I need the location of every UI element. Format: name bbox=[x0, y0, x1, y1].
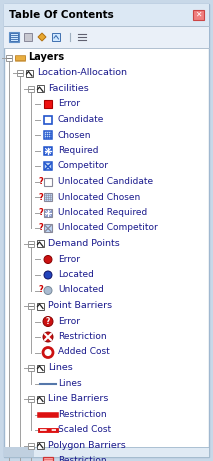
Bar bbox=[26, 70, 33, 77]
Text: Lines: Lines bbox=[58, 378, 82, 388]
Bar bbox=[52, 33, 60, 41]
Text: Lines: Lines bbox=[48, 363, 73, 372]
Circle shape bbox=[43, 317, 53, 326]
Bar bbox=[36, 442, 43, 449]
Bar bbox=[15, 56, 25, 61]
Text: ?: ? bbox=[38, 193, 43, 201]
Bar bbox=[17, 71, 23, 77]
Text: Competitor: Competitor bbox=[58, 161, 109, 171]
Bar bbox=[4, 26, 209, 48]
Bar bbox=[44, 209, 52, 217]
Text: Restriction: Restriction bbox=[58, 456, 107, 461]
Bar bbox=[44, 116, 52, 124]
Text: Unlocated Candidate: Unlocated Candidate bbox=[58, 177, 153, 186]
Text: ?: ? bbox=[46, 317, 50, 326]
Bar bbox=[36, 396, 43, 402]
Text: Polygon Barriers: Polygon Barriers bbox=[48, 441, 126, 449]
Text: Chosen: Chosen bbox=[58, 130, 92, 140]
Bar bbox=[36, 365, 43, 372]
Text: Line Barriers: Line Barriers bbox=[48, 394, 108, 403]
Circle shape bbox=[43, 332, 53, 342]
Bar bbox=[9, 32, 19, 42]
Text: Restriction: Restriction bbox=[58, 409, 107, 419]
Text: Facilities: Facilities bbox=[48, 84, 89, 93]
Bar bbox=[28, 396, 34, 402]
Text: Scaled Cost: Scaled Cost bbox=[58, 425, 111, 434]
Text: Unlocated Chosen: Unlocated Chosen bbox=[58, 193, 140, 201]
Text: Error: Error bbox=[58, 100, 80, 108]
Bar bbox=[44, 178, 52, 186]
Text: Unlocated Competitor: Unlocated Competitor bbox=[58, 224, 158, 232]
Bar bbox=[44, 225, 52, 232]
Polygon shape bbox=[38, 33, 46, 41]
Bar bbox=[4, 4, 209, 26]
Bar bbox=[36, 302, 43, 309]
Bar bbox=[36, 241, 43, 248]
Text: Candidate: Candidate bbox=[58, 115, 104, 124]
Text: Required: Required bbox=[58, 146, 98, 155]
Bar bbox=[28, 86, 34, 92]
Text: Unlocated: Unlocated bbox=[58, 285, 104, 295]
Text: ?: ? bbox=[38, 224, 43, 232]
Text: Demand Points: Demand Points bbox=[48, 239, 120, 248]
Text: Unlocated Required: Unlocated Required bbox=[58, 208, 147, 217]
Bar bbox=[28, 241, 34, 247]
Text: ✕: ✕ bbox=[195, 10, 202, 19]
Text: Location-Allocation: Location-Allocation bbox=[37, 69, 127, 77]
Text: ?: ? bbox=[38, 208, 43, 217]
Text: Point Barriers: Point Barriers bbox=[48, 301, 112, 310]
Bar bbox=[28, 365, 34, 371]
Text: ?: ? bbox=[38, 177, 43, 186]
Bar bbox=[36, 85, 43, 93]
Text: Table Of Contents: Table Of Contents bbox=[9, 10, 114, 20]
Bar bbox=[6, 55, 12, 61]
Circle shape bbox=[44, 286, 52, 295]
Bar bbox=[4, 447, 209, 457]
Bar bbox=[28, 303, 34, 309]
Bar bbox=[44, 100, 52, 108]
Bar bbox=[44, 194, 52, 201]
Bar bbox=[10, 33, 18, 41]
Text: Error: Error bbox=[58, 317, 80, 325]
Bar bbox=[44, 147, 52, 155]
Bar bbox=[24, 33, 32, 41]
Text: ?: ? bbox=[38, 285, 43, 295]
Circle shape bbox=[43, 348, 53, 357]
Text: Error: Error bbox=[58, 254, 80, 264]
Bar bbox=[44, 162, 52, 171]
Circle shape bbox=[44, 255, 52, 264]
Text: Located: Located bbox=[58, 270, 94, 279]
Bar bbox=[28, 443, 34, 449]
Bar bbox=[43, 457, 53, 461]
Circle shape bbox=[44, 271, 52, 279]
Bar bbox=[4, 447, 34, 457]
Text: Added Cost: Added Cost bbox=[58, 348, 110, 356]
Bar bbox=[15, 55, 25, 60]
Bar bbox=[193, 10, 204, 20]
Text: Layers: Layers bbox=[28, 53, 64, 63]
Text: Restriction: Restriction bbox=[58, 332, 107, 341]
Bar bbox=[44, 131, 52, 140]
